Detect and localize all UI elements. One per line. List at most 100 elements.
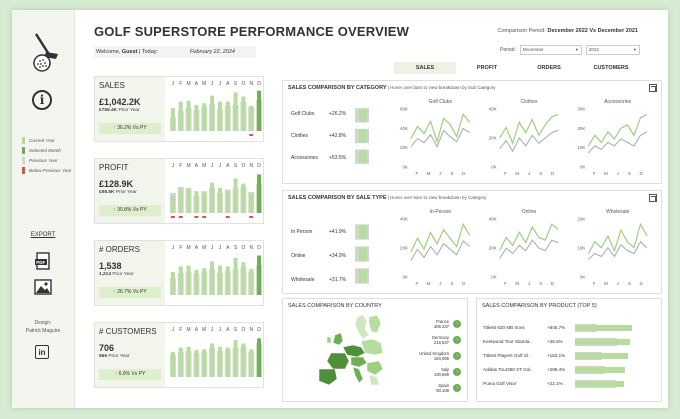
current-year-bar[interactable]	[257, 255, 262, 295]
current-year-bar[interactable]	[233, 340, 238, 377]
kpi-card-sales[interactable]: SALES £1,042.2K £765.4K Prior Year ↑ 36.…	[94, 76, 264, 142]
current-year-bar[interactable]	[194, 350, 199, 377]
country-item[interactable]: Germany 219,537 ↑	[405, 335, 465, 351]
current-year-bar[interactable]	[217, 101, 222, 131]
current-year-bar[interactable]	[170, 271, 175, 295]
current-year-bar[interactable]	[194, 269, 199, 295]
tab-customers[interactable]: CUSTOMERS	[593, 65, 629, 71]
country-item[interactable]: France 306,437 ↑	[405, 319, 465, 335]
current-year-bar[interactable]	[217, 346, 222, 377]
current-year-bar[interactable]	[233, 92, 238, 131]
current-year-line[interactable]	[410, 112, 471, 144]
kpi-card-profit[interactable]: PROFIT £128.9K £98.5K Prior Year ↑ 30.8%…	[94, 158, 264, 224]
pdf-export-icon[interactable]: PDF	[34, 252, 52, 270]
current-year-bar[interactable]	[178, 101, 183, 131]
previous-year-line[interactable]	[587, 241, 648, 260]
current-year-bar[interactable]	[241, 183, 246, 213]
current-year-bar[interactable]	[217, 265, 222, 295]
previous-year-line[interactable]	[587, 131, 648, 154]
product-row[interactable]: Adidas Tour360 XT Gol.. +289.4%	[483, 365, 657, 375]
expand-icon[interactable]	[649, 84, 657, 92]
current-year-bar[interactable]	[225, 347, 230, 377]
current-year-bar[interactable]	[575, 325, 632, 331]
current-year-bar[interactable]	[257, 174, 262, 213]
current-year-bar[interactable]	[359, 150, 367, 163]
current-year-bar[interactable]	[241, 343, 246, 377]
current-year-bar[interactable]	[202, 103, 207, 131]
current-year-bar[interactable]	[575, 353, 628, 359]
current-year-bar[interactable]	[249, 194, 254, 213]
current-year-bar[interactable]	[210, 261, 215, 295]
period-month-select[interactable]: December ▼	[519, 45, 582, 55]
product-row[interactable]: Titleist Players Golf Gl.. +183.1%	[483, 351, 657, 361]
current-year-bar[interactable]	[359, 129, 367, 143]
current-year-bar[interactable]	[359, 247, 367, 261]
current-year-bar[interactable]	[217, 187, 222, 213]
country-item[interactable]: Italy 100,686 ↑	[405, 367, 465, 383]
product-row[interactable]: Titleist 620 MB Irons +845.7%	[483, 323, 657, 333]
tab-orders[interactable]: ORDERS	[537, 65, 561, 71]
current-year-bar[interactable]	[225, 266, 230, 295]
current-year-bar[interactable]	[249, 105, 254, 131]
sale-type-row[interactable]: Wholesale +31.7%	[291, 275, 349, 285]
tab-sales[interactable]: SALES	[394, 62, 456, 74]
sale-type-row[interactable]: In Person +41.9%	[291, 227, 349, 237]
current-year-bar[interactable]	[575, 339, 631, 345]
current-year-bar[interactable]	[178, 266, 183, 295]
sale-type-bars[interactable]	[355, 221, 371, 287]
current-year-bar[interactable]	[359, 269, 367, 283]
current-year-bar[interactable]	[210, 182, 215, 213]
category-small-multiples[interactable]: Golf Clubs 60K 40K 20K 0K F M J S D Clothes 40K 20K 0…	[391, 95, 657, 181]
previous-year-line[interactable]	[499, 239, 559, 259]
current-year-bar[interactable]	[575, 367, 626, 373]
current-year-bar[interactable]	[186, 187, 191, 213]
image-export-icon[interactable]	[34, 278, 52, 296]
current-year-bar[interactable]	[233, 178, 238, 213]
current-year-bar[interactable]	[257, 338, 262, 377]
current-year-line[interactable]	[587, 222, 648, 254]
info-icon[interactable]: i	[32, 90, 52, 110]
previous-year-line[interactable]	[410, 240, 470, 261]
current-year-line[interactable]	[499, 223, 559, 251]
current-year-bar[interactable]	[178, 188, 183, 213]
current-year-bar[interactable]	[225, 191, 230, 213]
current-year-line[interactable]	[410, 222, 471, 253]
current-year-bar[interactable]	[575, 381, 625, 387]
current-year-bar[interactable]	[194, 104, 199, 131]
current-year-bar[interactable]	[202, 268, 207, 295]
current-year-bar[interactable]	[241, 262, 246, 295]
product-row[interactable]: Kentwood Tour Standa.. +36.6%	[483, 337, 657, 347]
product-row[interactable]: Puma Golf Visor +22.1%	[483, 379, 657, 389]
current-year-bar[interactable]	[241, 96, 246, 131]
current-year-bar[interactable]	[210, 343, 215, 377]
current-year-bar[interactable]	[210, 95, 215, 131]
current-year-bar[interactable]	[186, 346, 191, 377]
current-year-bar[interactable]	[186, 265, 191, 295]
country-item[interactable]: Spain 90,108 ↑	[405, 383, 465, 399]
category-bars[interactable]	[355, 105, 371, 167]
current-year-bar[interactable]	[194, 191, 199, 213]
category-row[interactable]: Clothes +42.8%	[291, 131, 349, 141]
previous-year-line[interactable]	[499, 129, 559, 153]
sale-type-small-multiples[interactable]: In-Person 40K 20K 0K F M J S D Online 40K 20K 0K F M J S…	[391, 205, 657, 291]
current-year-bar[interactable]	[170, 107, 175, 131]
sale-type-row[interactable]: Online +34.9%	[291, 251, 349, 261]
current-year-bar[interactable]	[225, 101, 230, 131]
current-year-bar[interactable]	[359, 225, 367, 239]
tab-profit[interactable]: PROFIT	[476, 65, 498, 71]
current-year-bar[interactable]	[170, 196, 175, 213]
period-year-select[interactable]: 2022 ▼	[585, 45, 640, 55]
category-row[interactable]: Golf Clubs +26.2%	[291, 109, 349, 119]
current-year-line[interactable]	[587, 113, 648, 147]
kpi-card-customers[interactable]: # CUSTOMERS 706 666 Prior Year ↑ 6.0% Vs…	[94, 322, 264, 388]
current-year-bar[interactable]	[249, 268, 254, 295]
europe-map[interactable]	[317, 313, 387, 397]
country-item[interactable]: United Kingdom 184,065 ↑	[405, 351, 465, 367]
current-year-bar[interactable]	[186, 100, 191, 131]
kpi-card-orders[interactable]: # ORDERS 1,538 1,214 Prior Year ↑ 26.7% …	[94, 240, 264, 306]
category-row[interactable]: Accessories +53.5%	[291, 153, 349, 163]
